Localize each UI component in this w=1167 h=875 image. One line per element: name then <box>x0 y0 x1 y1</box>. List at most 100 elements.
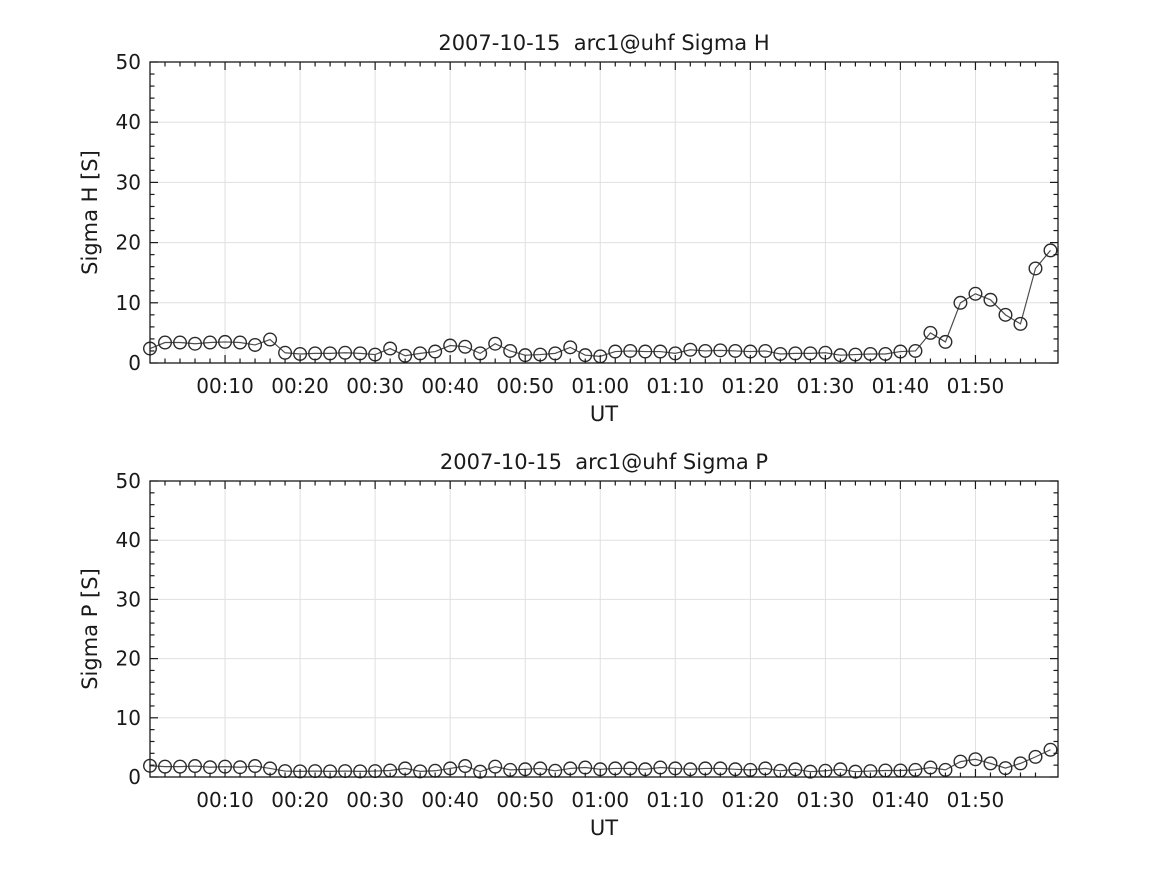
y-tick-label: 20 <box>116 231 141 255</box>
plot-border <box>149 61 1059 364</box>
x-tick-label: 00:30 <box>346 788 404 812</box>
x-tick-label: 01:50 <box>947 374 1005 398</box>
data-point-marker <box>968 752 983 767</box>
gridlines <box>150 481 1058 777</box>
data-point-marker <box>908 343 923 358</box>
data-point-marker <box>488 336 503 351</box>
data-point-marker <box>353 764 368 779</box>
tick-marks <box>150 480 1058 778</box>
y-axis-label: Sigma H [S] <box>78 150 102 275</box>
data-point-marker <box>938 334 953 349</box>
data-point-marker <box>683 342 698 357</box>
data-point-marker <box>413 764 428 779</box>
x-tick-label: 00:10 <box>196 788 254 812</box>
data-point-marker <box>1013 316 1028 331</box>
data-point-marker <box>968 286 983 301</box>
x-tick-label: 01:10 <box>646 374 704 398</box>
data-point-marker <box>803 764 818 779</box>
data-point-marker <box>638 344 653 359</box>
data-point-marker <box>1043 243 1058 258</box>
data-point-marker <box>233 335 248 350</box>
chart-panel: 2007-10-15 arc1@uhf Sigma P 00:10 00:20 00:… <box>78 450 1059 840</box>
data-point-marker <box>443 338 458 353</box>
x-axis-label: UT <box>590 816 618 840</box>
y-tick-label: 30 <box>116 587 141 611</box>
x-axis-label: UT <box>590 402 618 426</box>
data-point-marker <box>263 332 278 347</box>
data-point-marker <box>953 295 968 310</box>
data-point-marker <box>428 344 443 359</box>
x-tick-label: 01:30 <box>797 788 855 812</box>
data-point-marker <box>383 341 398 356</box>
data-point-marker <box>1013 756 1028 771</box>
y-tick-label: 10 <box>116 291 141 315</box>
gridlines <box>150 62 1058 363</box>
x-tick-label: 01:40 <box>872 374 930 398</box>
data-point-marker <box>848 764 863 779</box>
data-point-marker <box>1028 749 1043 764</box>
plot-border <box>149 480 1059 778</box>
data-point-marker <box>458 759 473 774</box>
data-point-marker <box>983 756 998 771</box>
data-point-marker <box>758 343 773 358</box>
data-point-marker <box>293 764 308 779</box>
data-point-marker <box>623 343 638 358</box>
x-tick-label: 00:50 <box>496 374 554 398</box>
data-point-marker <box>203 335 218 350</box>
data-point-marker <box>698 343 713 358</box>
x-tick-label: 01:20 <box>722 788 780 812</box>
data-point-marker <box>248 337 263 352</box>
y-tick-label: 50 <box>116 50 141 74</box>
y-tick-label: 0 <box>128 765 141 789</box>
data-point-marker <box>923 325 938 340</box>
data-point-marker <box>188 759 203 774</box>
data-point-marker <box>158 335 173 350</box>
x-tick-label: 00:40 <box>421 374 479 398</box>
y-tick-label: 40 <box>116 110 141 134</box>
y-tick-label: 10 <box>116 706 141 730</box>
y-tick-label: 40 <box>116 528 141 552</box>
data-point-marker <box>983 292 998 307</box>
data-point-marker <box>728 343 743 358</box>
x-tick-label: 00:20 <box>271 374 329 398</box>
chart-title: 2007-10-15 arc1@uhf Sigma H <box>438 31 769 55</box>
data-point-marker <box>653 344 668 359</box>
x-tick-label: 01:00 <box>571 788 629 812</box>
x-tick-label: 01:30 <box>797 374 855 398</box>
data-point-marker <box>188 336 203 351</box>
data-point-marker <box>323 764 338 779</box>
x-tick-label: 01:40 <box>872 788 930 812</box>
x-tick-label: 00:40 <box>421 788 479 812</box>
y-tick-label: 50 <box>116 469 141 493</box>
x-tick-label: 01:00 <box>571 374 629 398</box>
x-tick-label: 00:10 <box>196 374 254 398</box>
x-tick-label: 00:30 <box>346 374 404 398</box>
data-point-marker <box>1043 742 1058 757</box>
tick-marks <box>150 61 1058 364</box>
data-point-marker <box>998 307 1013 322</box>
x-tick-label: 00:50 <box>496 788 554 812</box>
chart-panel: 2007-10-15 arc1@uhf Sigma H 00:10 00:20 00:… <box>78 31 1059 426</box>
data-point-marker <box>713 343 728 358</box>
data-point-marker <box>608 344 623 359</box>
chart-title: 2007-10-15 arc1@uhf Sigma P <box>440 450 768 474</box>
x-tick-label: 00:20 <box>271 788 329 812</box>
data-point-marker <box>458 339 473 354</box>
y-axis-label: Sigma P [S] <box>78 568 102 690</box>
data-point-marker <box>563 340 578 355</box>
data-point-marker <box>473 764 488 779</box>
data-point-marker <box>218 334 233 349</box>
data-point-marker <box>503 343 518 358</box>
data-point-marker <box>953 754 968 769</box>
data-point-marker <box>248 759 263 774</box>
y-tick-label: 30 <box>116 170 141 194</box>
y-tick-label: 20 <box>116 647 141 671</box>
x-tick-label: 01:20 <box>722 374 780 398</box>
x-tick-label: 01:10 <box>646 788 704 812</box>
data-point-marker <box>173 335 188 350</box>
y-tick-label: 0 <box>128 351 141 375</box>
x-tick-label: 01:50 <box>947 788 1005 812</box>
data-point-marker <box>1028 261 1043 276</box>
